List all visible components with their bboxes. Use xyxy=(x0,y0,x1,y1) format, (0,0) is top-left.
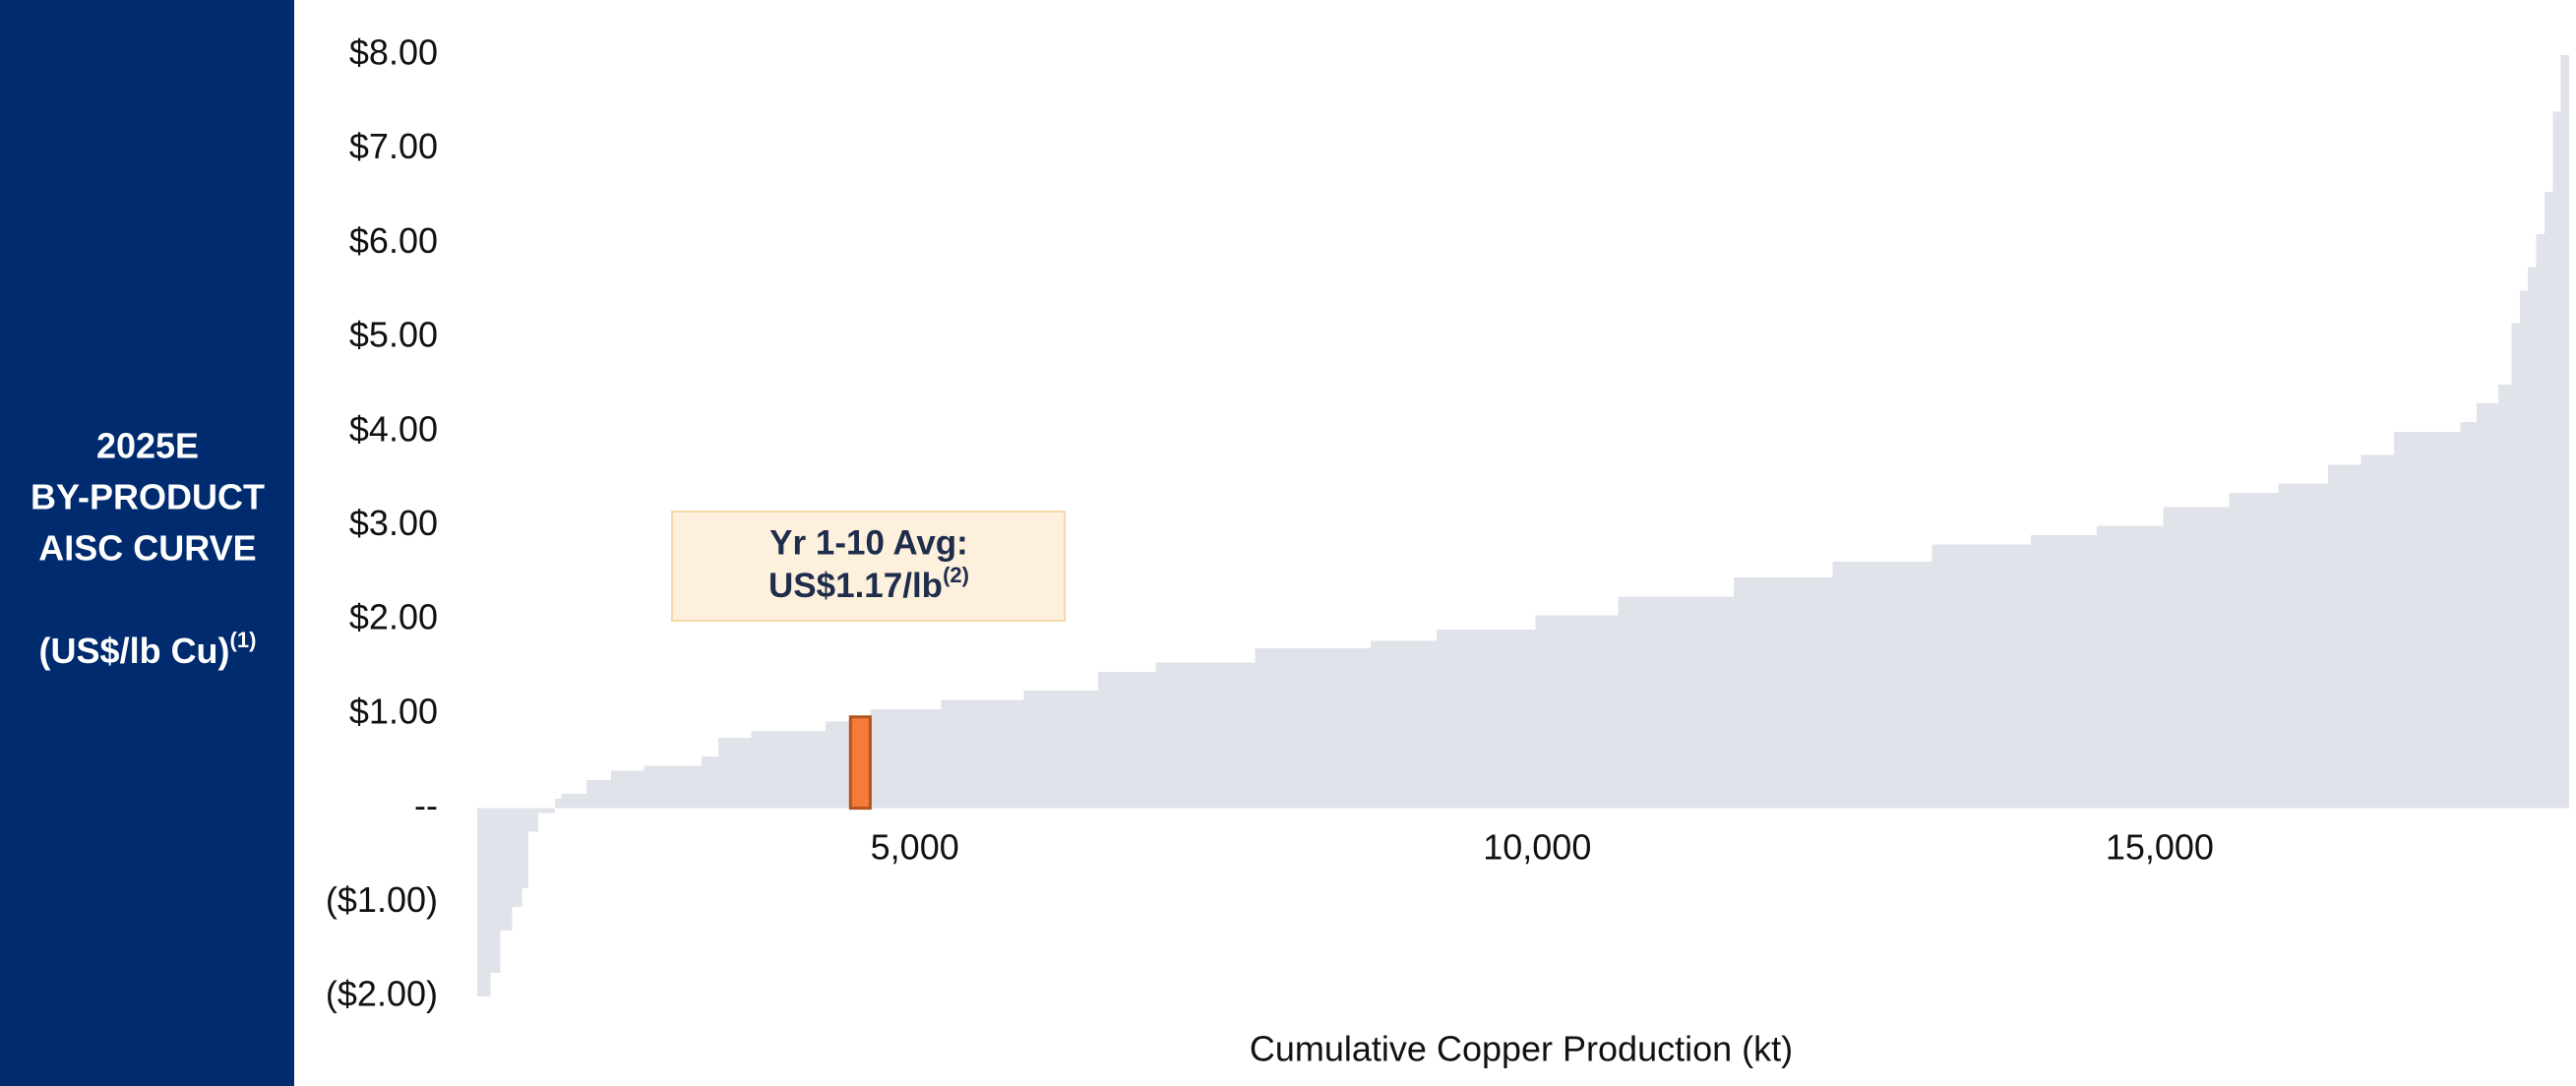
x-tick-label: 10,000 xyxy=(1483,827,1591,868)
bar xyxy=(2328,464,2361,809)
y-tick-label: $5.00 xyxy=(349,315,438,355)
bar xyxy=(2278,483,2329,809)
panel-line: BY-PRODUCT xyxy=(31,477,265,517)
y-tick-label: ($2.00) xyxy=(326,974,438,1014)
bar xyxy=(2552,111,2561,809)
bar xyxy=(521,808,528,888)
bar xyxy=(2031,535,2098,809)
plot-area: ($2.00) ($1.00) -- $1.00 $2.00 $3.00 $4.00 $5.0… xyxy=(326,32,2569,1014)
annotation: Yr 1-10 Avg: US$1.17/lb(2) xyxy=(671,511,1066,622)
bar xyxy=(1436,629,1536,809)
bar xyxy=(941,699,1024,809)
y-tick-label: $2.00 xyxy=(349,597,438,637)
y-tick-label: -- xyxy=(414,785,438,825)
annotation-line: US$1.17/lb(2) xyxy=(768,563,969,605)
x-tick-label: 15,000 xyxy=(2106,827,2214,868)
bar xyxy=(1618,596,1734,809)
bar xyxy=(702,755,719,809)
bar xyxy=(538,808,555,814)
bar xyxy=(1097,671,1156,809)
bar xyxy=(490,808,501,974)
bar xyxy=(2460,422,2478,809)
annotation-text: US$1.17/lb xyxy=(768,567,943,605)
annotation-superscript: (2) xyxy=(943,563,969,587)
y-tick-label: $6.00 xyxy=(349,220,438,261)
bar xyxy=(718,737,752,809)
highlight-bar xyxy=(848,715,872,811)
panel-background xyxy=(0,0,294,1086)
bar xyxy=(561,794,586,809)
unit-superscript: (1) xyxy=(230,628,257,652)
bar xyxy=(2560,55,2569,809)
bar xyxy=(2097,525,2164,809)
bar xyxy=(611,770,644,809)
panel-unit: (US$/lb Cu)(1) xyxy=(39,628,257,671)
y-tick-label: $8.00 xyxy=(349,32,438,73)
x-axis-label: Cumulative Copper Production (kt) xyxy=(1250,1029,1793,1069)
bar xyxy=(2163,507,2230,809)
bar xyxy=(826,721,851,809)
bar xyxy=(870,709,942,809)
y-tick-label: $1.00 xyxy=(349,691,438,731)
bar xyxy=(585,779,612,809)
panel-line: AISC CURVE xyxy=(38,528,256,569)
bar xyxy=(2497,384,2512,809)
bar xyxy=(1932,544,2032,809)
bar xyxy=(2519,290,2529,809)
bar xyxy=(500,808,513,932)
y-tick-label: $7.00 xyxy=(349,126,438,166)
bar xyxy=(2511,323,2520,809)
bar xyxy=(1535,615,1619,809)
bar xyxy=(477,808,491,996)
bar xyxy=(2394,431,2461,809)
annotation-box xyxy=(671,511,1066,622)
bar xyxy=(1255,647,1371,809)
annotation-line: Yr 1-10 Avg: xyxy=(769,523,968,562)
bar xyxy=(554,799,562,809)
bar xyxy=(2361,454,2395,809)
panel-line: 2025E xyxy=(96,426,199,466)
bar xyxy=(1832,561,1932,809)
bar xyxy=(2229,493,2279,809)
bar xyxy=(2528,267,2537,809)
bar xyxy=(751,731,827,809)
bar xyxy=(1733,577,1833,809)
unit-text: (US$/lb Cu) xyxy=(39,631,230,671)
bar xyxy=(527,808,539,832)
y-tick-label: $4.00 xyxy=(349,408,438,449)
side-panel: 2025E BY-PRODUCT AISC CURVE (US$/lb Cu)(… xyxy=(0,0,294,1086)
bar xyxy=(512,808,522,908)
bar xyxy=(2536,233,2545,809)
bar xyxy=(2544,191,2553,809)
bar xyxy=(644,765,703,809)
y-tick-label: ($1.00) xyxy=(326,879,438,920)
bar xyxy=(2477,403,2498,809)
x-tick-label: 5,000 xyxy=(871,827,959,868)
y-tick-label: $3.00 xyxy=(349,503,438,543)
bar xyxy=(1023,690,1098,809)
bar xyxy=(1155,662,1256,809)
bar xyxy=(1370,640,1437,809)
